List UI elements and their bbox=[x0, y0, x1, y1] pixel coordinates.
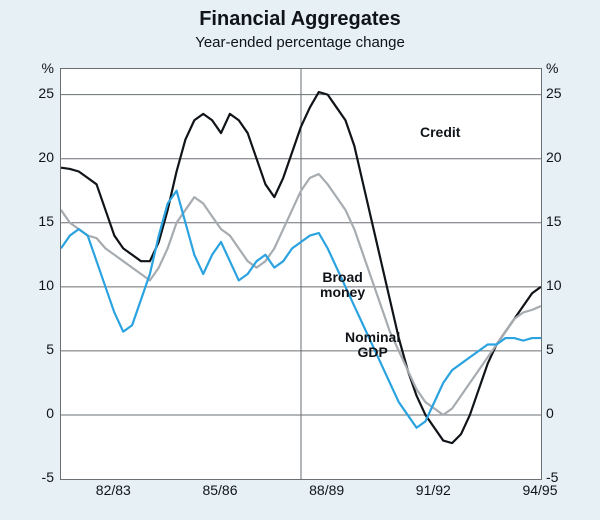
chart-container: Financial Aggregates Year-ended percenta… bbox=[0, 0, 600, 520]
x-tick-label: 91/92 bbox=[408, 482, 458, 498]
y-tick-right: 20 bbox=[546, 149, 562, 165]
chart-subtitle: Year-ended percentage change bbox=[0, 34, 600, 51]
x-tick-label: 88/89 bbox=[302, 482, 352, 498]
y-unit-left: % bbox=[42, 60, 54, 76]
y-tick-left: 5 bbox=[46, 341, 54, 357]
x-tick-label: 82/83 bbox=[88, 482, 138, 498]
y-tick-right: 25 bbox=[546, 85, 562, 101]
series-label: Credit bbox=[420, 125, 460, 140]
y-tick-left: -5 bbox=[42, 469, 54, 485]
y-tick-right: 5 bbox=[546, 341, 554, 357]
series-label: Broadmoney bbox=[320, 270, 365, 301]
y-tick-left: 15 bbox=[38, 213, 54, 229]
x-tick-label: 85/86 bbox=[195, 482, 245, 498]
x-tick-label: 94/95 bbox=[515, 482, 565, 498]
y-tick-right: 15 bbox=[546, 213, 562, 229]
y-tick-right: 10 bbox=[546, 277, 562, 293]
plot-svg bbox=[61, 69, 541, 479]
plot-area bbox=[60, 68, 542, 480]
y-tick-left: 10 bbox=[38, 277, 54, 293]
y-tick-left: 0 bbox=[46, 405, 54, 421]
y-unit-right: % bbox=[546, 60, 558, 76]
y-tick-right: 0 bbox=[546, 405, 554, 421]
chart-title: Financial Aggregates bbox=[0, 8, 600, 31]
series-label: NominalGDP bbox=[345, 330, 400, 361]
y-tick-left: 20 bbox=[38, 149, 54, 165]
y-tick-left: 25 bbox=[38, 85, 54, 101]
